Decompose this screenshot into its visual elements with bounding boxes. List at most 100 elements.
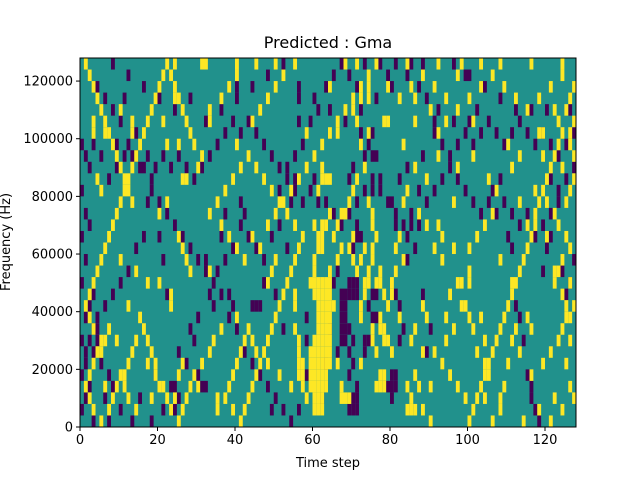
heatmap-cell-high [533,207,538,220]
y-tick-label: 40000 [32,305,73,320]
heatmap-cell-low [452,58,456,70]
heatmap-cell-high [196,161,201,174]
heatmap-cell-high [483,334,487,347]
heatmap-cell-low [347,403,352,416]
heatmap-cell-high [382,115,387,128]
heatmap-cell-high [421,403,425,416]
heatmap-cell-high [506,357,511,370]
heatmap-cell-low [386,380,391,393]
heatmap-cell-high [316,392,321,404]
heatmap-cell-high [176,92,181,105]
heatmap-cell-low [312,173,317,185]
heatmap-cell-high [413,369,418,381]
heatmap-cell-high [498,392,503,404]
heatmap-cell-low [417,81,422,93]
heatmap-cell-low [355,380,360,393]
heatmap-cell-high [529,369,534,381]
heatmap-cell-high [320,173,325,185]
heatmap-cell-high [238,415,243,427]
heatmap-cell-low [161,403,166,416]
heatmap-cell-high [289,265,294,278]
heatmap-cell-low [304,369,309,381]
heatmap-cell-high [409,392,414,404]
heatmap-cell-high [87,69,92,82]
heatmap-cell-high [238,346,243,358]
heatmap-cell-high [87,311,92,324]
heatmap-cell-high [122,369,127,381]
heatmap-cell-high [99,104,104,116]
heatmap-cell-high [514,323,518,335]
heatmap-cell-low [525,369,530,381]
heatmap-cell-high [219,323,224,335]
heatmap-cell-high [320,380,325,393]
heatmap-cell-high [421,346,425,358]
heatmap-cell-high [328,173,332,185]
heatmap-cell-high [134,403,139,416]
heatmap-cell-low [541,219,546,231]
heatmap-cell-high [95,265,100,278]
heatmap-cell-low [297,81,301,93]
heatmap-cell-low [184,161,189,174]
y-tick-label: 100000 [23,132,73,147]
heatmap-cell-low [351,357,356,370]
heatmap-cell-high [153,369,158,381]
heatmap-cell-low [386,196,391,208]
heatmap-cell-high [572,173,577,185]
heatmap-cell-high [572,115,577,128]
heatmap-cell-high [351,184,356,197]
heatmap-cell-high [180,357,185,370]
heatmap-cell-high [479,58,484,70]
heatmap-cell-high [316,311,321,324]
heatmap-cell-high [312,380,317,393]
heatmap-cell-low [405,69,410,82]
heatmap-cell-low [494,207,499,220]
heatmap-cell-low [339,58,344,70]
heatmap-cell-low [293,173,298,185]
heatmap-cell-high [475,230,480,243]
heatmap-cell-high [111,219,115,231]
heatmap-cell-low [188,92,193,105]
heatmap-cell-high [235,311,239,324]
heatmap-cell-low [556,196,561,208]
heatmap-cell-high [444,334,449,347]
heatmap-cell-low [262,277,267,289]
heatmap-cell-high [440,357,445,370]
heatmap-cell-low [188,242,193,255]
heatmap-cell-low [347,288,352,301]
heatmap-cell-low [339,323,344,335]
heatmap-cell-low [149,184,154,197]
heatmap-cell-high [254,161,259,174]
heatmap-cell-high [494,184,499,197]
heatmap-cell-low [362,150,367,162]
heatmap-cell-low [370,184,375,197]
heatmap-cell-high [297,334,301,347]
heatmap-cell-high [525,219,530,231]
heatmap-cell-high [111,392,115,404]
heatmap-cell-high [308,346,313,358]
heatmap-cell-low [95,311,100,324]
heatmap-cell-high [568,92,573,105]
heatmap-cell-high [386,300,391,312]
heatmap-cell-high [572,150,577,162]
heatmap-cell-low [479,207,484,220]
heatmap-cell-low [401,219,406,231]
heatmap-cell-low [351,242,356,255]
heatmap-cell-high [401,196,406,208]
heatmap-cell-low [533,230,538,243]
heatmap-cell-high [370,242,375,255]
heatmap-cell-low [331,207,336,220]
heatmap-cell-low [397,300,402,312]
heatmap-cell-high [242,254,247,266]
heatmap-cell-high [541,357,546,370]
heatmap-cell-low [351,288,356,301]
heatmap-cells [80,58,577,427]
heatmap-cell-low [83,207,88,220]
heatmap-cell-low [335,346,340,358]
heatmap-cell-low [409,58,414,70]
heatmap-cell-high [169,288,174,301]
heatmap-cell-high [564,104,569,116]
heatmap-cell-low [343,288,348,301]
heatmap-cell-low [374,92,379,105]
heatmap-cell-high [114,334,119,347]
heatmap-cell-low [192,173,197,185]
